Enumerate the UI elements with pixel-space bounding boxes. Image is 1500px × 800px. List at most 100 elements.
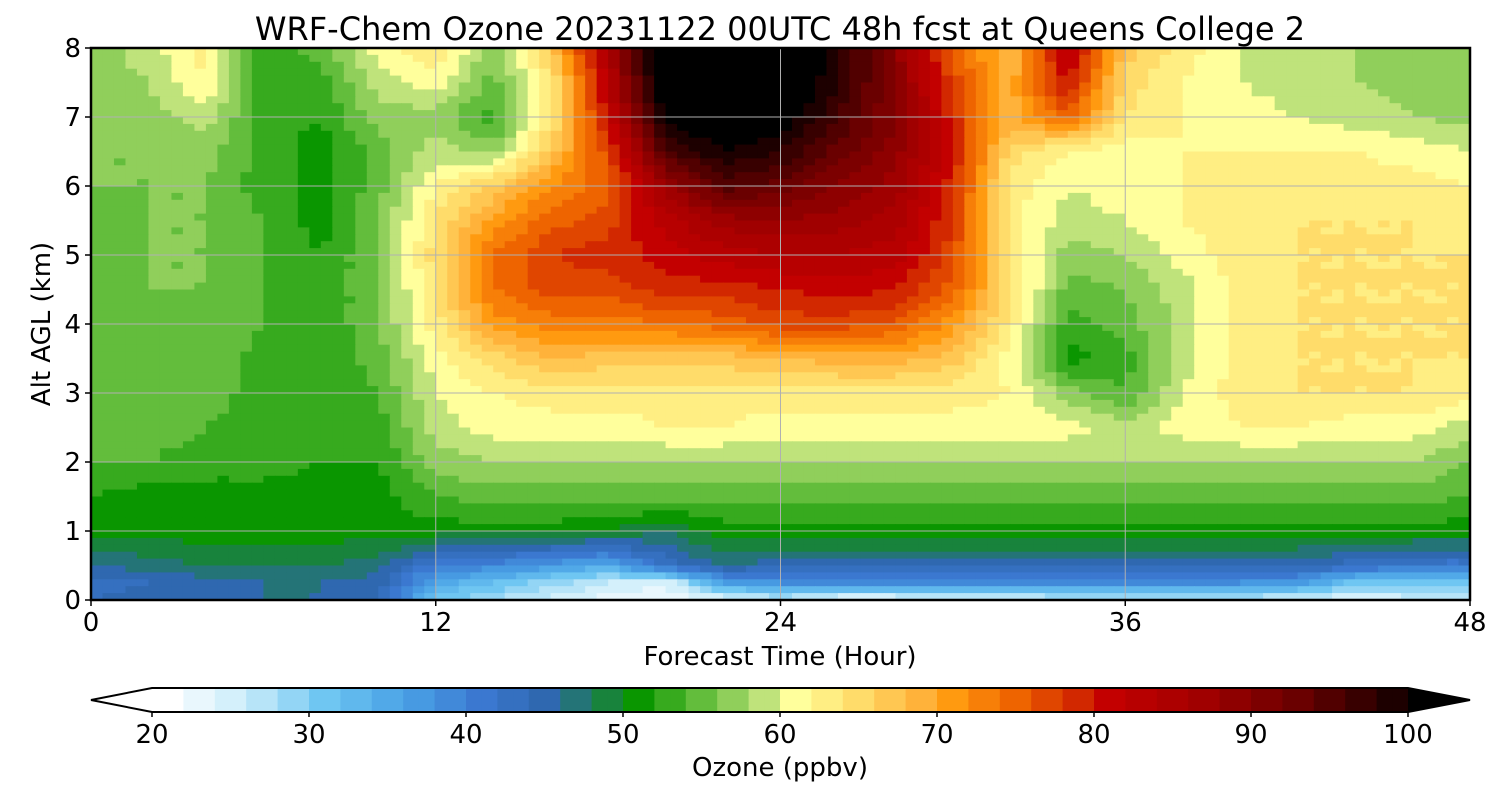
heatmap-cell [470, 261, 483, 270]
heatmap-cell [1389, 158, 1402, 166]
heatmap-cell [401, 144, 414, 153]
heatmap-cell [573, 123, 586, 132]
heatmap-cell [883, 248, 897, 256]
heatmap-cell [1320, 179, 1333, 187]
heatmap-cell [1401, 213, 1414, 222]
heatmap-cell [424, 282, 437, 291]
heatmap-cell [1263, 137, 1276, 146]
heatmap-cell [493, 172, 506, 180]
heatmap-cell [711, 172, 724, 180]
heatmap-cell [113, 61, 127, 70]
heatmap-cell [1217, 199, 1230, 208]
heatmap-cell [1343, 303, 1356, 311]
heatmap-cell [608, 275, 621, 284]
heatmap-cell [171, 144, 184, 153]
heatmap-cell [1332, 241, 1345, 249]
heatmap-cell [872, 296, 885, 304]
heatmap-cell [1401, 144, 1414, 153]
heatmap-cell [1033, 89, 1046, 97]
heatmap-cell [251, 324, 264, 332]
heatmap-cell [435, 110, 448, 118]
heatmap-cell [987, 192, 1000, 201]
heatmap-cell [481, 303, 494, 311]
heatmap-cell [734, 199, 747, 208]
heatmap-cell [826, 213, 839, 222]
heatmap-cell [573, 234, 586, 242]
heatmap-cell [1194, 54, 1207, 63]
heatmap-cell [297, 117, 310, 125]
heatmap-cell [688, 89, 701, 97]
heatmap-cell [1102, 261, 1115, 270]
heatmap-cell [860, 310, 874, 318]
heatmap-cell [700, 186, 713, 194]
heatmap-cell [1343, 317, 1356, 325]
heatmap-cell [998, 268, 1011, 277]
heatmap-cell [1194, 289, 1207, 297]
heatmap-cell [998, 165, 1011, 173]
heatmap-cell [355, 275, 368, 284]
heatmap-cell [596, 296, 609, 304]
heatmap-cell [1194, 213, 1207, 222]
heatmap-cell [366, 192, 379, 201]
heatmap-cell [1171, 192, 1184, 201]
heatmap-cell [803, 110, 816, 118]
heatmap-cell [998, 103, 1011, 111]
heatmap-cell [1389, 179, 1402, 187]
heatmap-cell [309, 123, 322, 132]
heatmap-cell [780, 248, 793, 256]
heatmap-cell [826, 117, 839, 125]
heatmap-cell [1228, 179, 1241, 187]
heatmap-cell [814, 61, 828, 70]
heatmap-cell [470, 255, 483, 263]
heatmap-cell [148, 248, 161, 256]
heatmap-cell [596, 48, 609, 56]
heatmap-cell [240, 123, 253, 132]
heatmap-cell [1044, 54, 1057, 63]
heatmap-cell [355, 158, 368, 166]
heatmap-cell [355, 282, 368, 291]
heatmap-cell [1458, 75, 1470, 84]
heatmap-cell [975, 296, 988, 304]
heatmap-cell [1389, 227, 1402, 235]
heatmap-cell [665, 179, 678, 187]
heatmap-cell [194, 241, 207, 249]
heatmap-cell [814, 179, 828, 187]
heatmap-cell [378, 172, 391, 180]
heatmap-cell [1136, 220, 1149, 228]
heatmap-cell [1113, 234, 1126, 242]
heatmap-cell [550, 130, 563, 139]
heatmap-cell [837, 48, 851, 56]
heatmap-cell [1286, 199, 1299, 208]
heatmap-cell [860, 261, 874, 270]
heatmap-cell [1010, 123, 1023, 132]
heatmap-cell [1401, 310, 1414, 318]
heatmap-cell [1079, 123, 1092, 132]
heatmap-cell [1113, 144, 1126, 153]
heatmap-cell [941, 227, 954, 235]
heatmap-cell [1205, 303, 1218, 311]
heatmap-cell [734, 330, 747, 339]
heatmap-cell [1424, 103, 1437, 111]
heatmap-cell [263, 268, 276, 277]
heatmap-cell [791, 282, 805, 291]
heatmap-cell [539, 192, 552, 201]
heatmap-cell [1435, 255, 1448, 263]
heatmap-cell [872, 110, 885, 118]
heatmap-cell [665, 310, 678, 318]
heatmap-cell [929, 151, 942, 159]
heatmap-cell [987, 255, 1000, 263]
heatmap-cell [964, 123, 977, 132]
heatmap-cell [205, 75, 219, 84]
heatmap-cell [136, 248, 150, 256]
heatmap-cell [677, 137, 690, 146]
heatmap-cell [194, 165, 207, 173]
heatmap-cell [355, 48, 368, 56]
heatmap-cell [1458, 179, 1470, 187]
heatmap-cell [608, 234, 621, 242]
heatmap-cell [1378, 61, 1391, 70]
heatmap-cell [1251, 234, 1264, 242]
heatmap-cell [757, 117, 770, 125]
heatmap-cell [1136, 255, 1149, 263]
heatmap-cell [573, 96, 586, 104]
heatmap-cell [619, 282, 632, 291]
